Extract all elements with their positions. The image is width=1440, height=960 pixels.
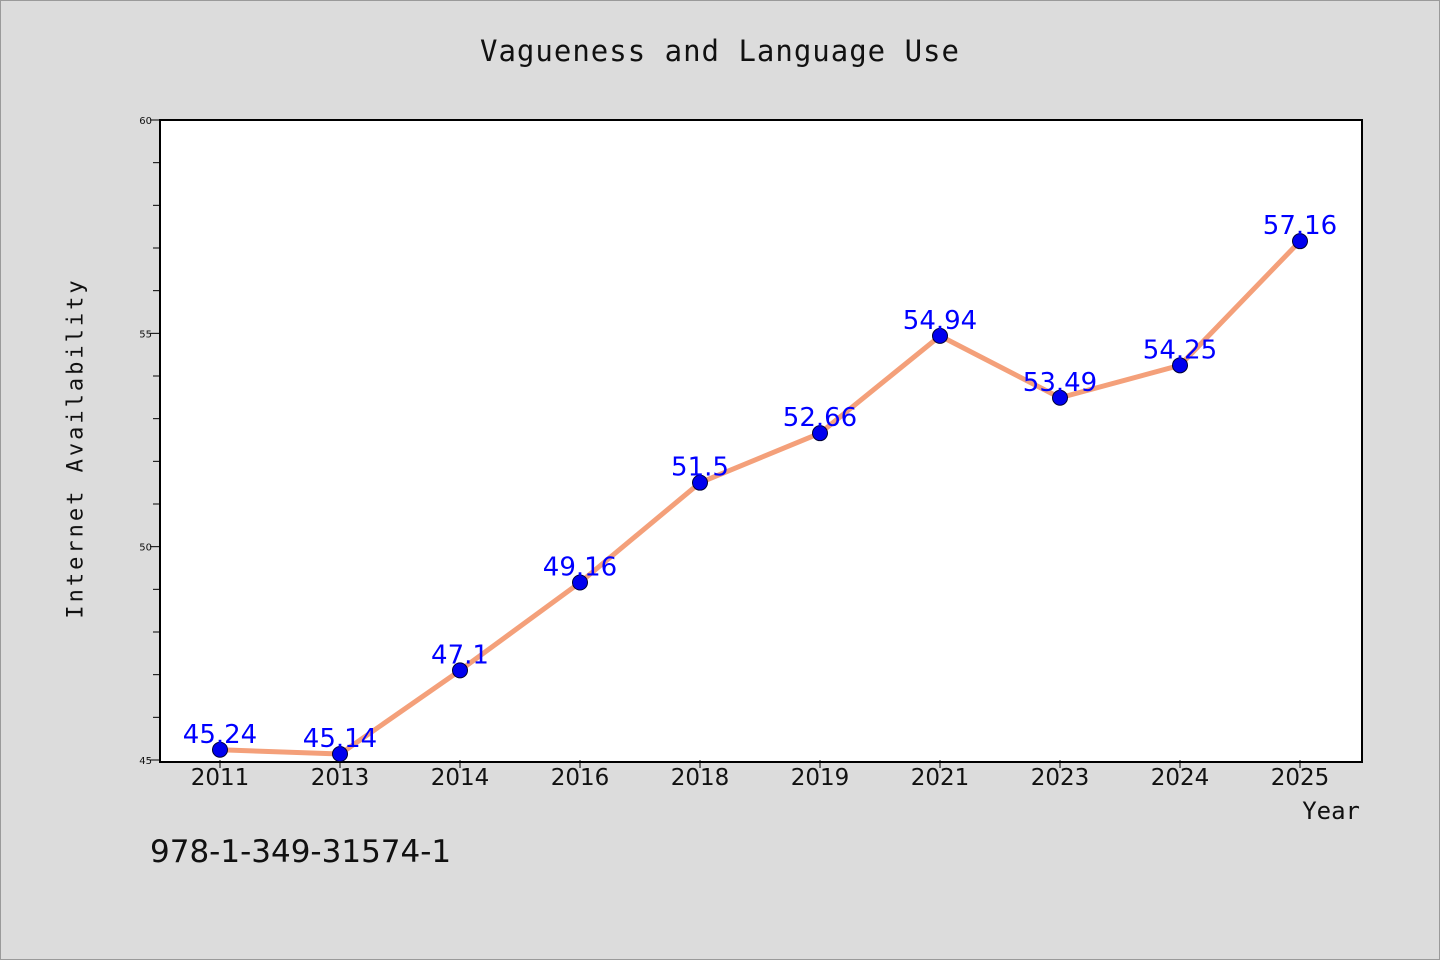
data-point-marker <box>932 327 948 344</box>
data-point-marker <box>452 662 468 679</box>
y-tick-label: 45 <box>139 756 152 767</box>
data-label: 45.24 <box>183 720 257 750</box>
data-point-marker <box>332 746 348 763</box>
x-tick-label: 2014 <box>431 765 490 791</box>
x-tick-label: 2016 <box>551 765 610 791</box>
data-point-marker <box>212 741 228 758</box>
data-label: 51.5 <box>671 453 729 483</box>
x-tick-label: 2011 <box>191 765 250 791</box>
plot-area <box>159 119 1363 763</box>
data-point-marker <box>1052 389 1068 406</box>
data-label: 53.49 <box>1023 368 1097 398</box>
data-label: 54.94 <box>903 306 977 336</box>
data-point-marker <box>812 425 828 442</box>
data-label: 49.16 <box>543 553 617 583</box>
chart-title: Vagueness and Language Use <box>480 34 960 68</box>
x-axis-label: Year <box>1302 797 1360 825</box>
data-point-marker <box>572 574 588 591</box>
data-point-marker <box>692 474 708 491</box>
x-tick-label: 2021 <box>911 765 970 791</box>
y-tick-label: 50 <box>139 543 152 554</box>
footer-identifier: 978-1-349-31574-1 <box>150 834 452 870</box>
y-tick-label: 55 <box>139 329 152 340</box>
x-tick-label: 2025 <box>1271 765 1330 791</box>
x-tick-label: 2013 <box>311 765 370 791</box>
y-tick-label: 60 <box>139 116 152 127</box>
data-label: 47.1 <box>431 640 489 670</box>
data-point-marker <box>1172 357 1188 374</box>
x-tick-label: 2018 <box>671 765 730 791</box>
data-label: 52.66 <box>783 403 857 433</box>
x-tick-label: 2024 <box>1151 765 1210 791</box>
data-point-marker <box>1292 233 1308 250</box>
x-tick-label: 2023 <box>1031 765 1090 791</box>
x-tick-label: 2019 <box>791 765 850 791</box>
series-line <box>219 239 1302 757</box>
data-label: 57.16 <box>1263 211 1337 241</box>
data-label: 45.14 <box>303 724 377 754</box>
data-label: 54.25 <box>1143 335 1217 365</box>
